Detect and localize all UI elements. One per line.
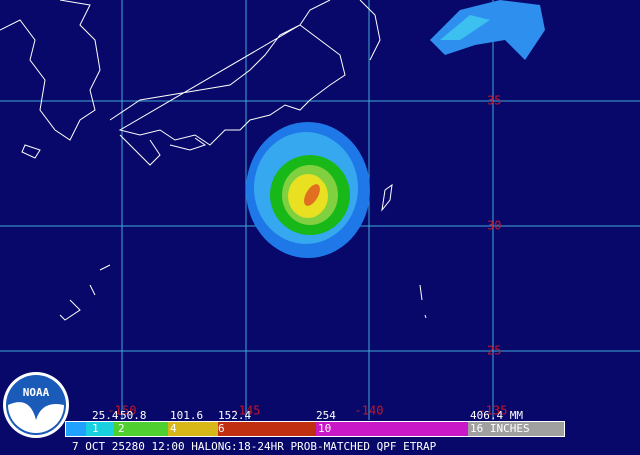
island <box>21 144 41 159</box>
korea-coast <box>0 0 101 141</box>
color-step <box>468 422 564 436</box>
legend: 25.4 50.8 101.6 152.4 254 406.4 MM 1 2 4… <box>65 409 565 437</box>
logo-wave <box>8 402 64 433</box>
color-step <box>218 422 316 436</box>
island <box>381 183 393 212</box>
shikoku-coast <box>169 137 207 151</box>
color-step <box>316 422 468 436</box>
inch-label: 10 <box>318 422 331 435</box>
latitude-label: 30 <box>487 219 501 233</box>
longitude-label: -145 <box>232 404 261 418</box>
inch-label: 2 <box>118 422 125 435</box>
mm-label: 152.4 <box>218 409 251 422</box>
color-step <box>114 422 168 436</box>
rain-area <box>440 15 490 40</box>
noaa-logo: NOAA <box>3 372 69 438</box>
color-step <box>86 422 114 436</box>
islands <box>59 264 111 321</box>
islands <box>419 284 427 319</box>
logo-text: NOAA <box>23 386 50 399</box>
color-bar-frame <box>65 421 565 437</box>
inch-label: 6 <box>218 422 225 435</box>
caption: 7 OCT 25280 12:00 HALONG:18-24HR PROB-MA… <box>72 440 437 453</box>
rain-area <box>430 0 545 60</box>
kyushu-coast <box>119 134 161 166</box>
inch-label: 4 <box>170 422 177 435</box>
latitude-label: 25 <box>487 344 501 358</box>
color-step <box>168 422 218 436</box>
japan-coast <box>109 0 346 146</box>
mm-label: 101.6 <box>170 409 203 422</box>
color-step <box>66 422 86 436</box>
mm-label: 254 <box>316 409 336 422</box>
longitude-label: -150 <box>108 404 137 418</box>
inch-label: 16 INCHES <box>470 422 530 435</box>
mm-label: 406.4 MM <box>470 409 523 422</box>
hokkaido-coast <box>359 0 381 61</box>
mm-label: 50.8 <box>120 409 147 422</box>
latitude-label: 35 <box>487 94 501 108</box>
longitude-label: -140 <box>355 404 384 418</box>
caption-bar <box>0 440 640 455</box>
inch-label: 1 <box>92 422 99 435</box>
mm-label: 25.4 <box>92 409 119 422</box>
coastlines <box>0 0 427 321</box>
rain-area <box>304 184 320 206</box>
longitude-label: -135 <box>479 404 508 418</box>
precipitation-field <box>246 0 545 258</box>
